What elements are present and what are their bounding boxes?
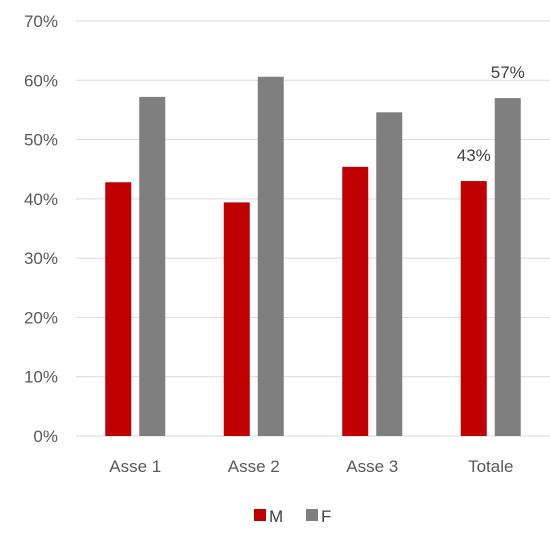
bars <box>105 76 521 437</box>
x-category-label: Asse 2 <box>228 457 280 476</box>
bar-f-asse-1 <box>139 96 166 436</box>
bar-m-asse-3 <box>342 166 369 437</box>
y-tick-label: 0% <box>33 427 58 446</box>
bar-f-asse-2 <box>257 76 284 436</box>
bar-f-totale <box>494 98 521 437</box>
y-tick-label: 50% <box>24 131 58 150</box>
y-tick-label: 60% <box>24 71 58 90</box>
bar-m-asse-1 <box>105 182 132 436</box>
y-axis-tick-labels: 0% 10% 20% 30% 40% 50% 60% 70% <box>24 12 58 446</box>
x-axis-category-labels: Asse 1 Asse 2 Asse 3 Totale <box>109 457 513 476</box>
y-tick-label: 40% <box>24 190 58 209</box>
bar-m-asse-2 <box>223 202 250 436</box>
legend-label-f: F <box>321 507 331 526</box>
legend-swatch-f <box>306 509 318 521</box>
data-label: 43% <box>457 146 491 165</box>
x-category-label: Asse 3 <box>346 457 398 476</box>
y-tick-label: 10% <box>24 368 58 387</box>
bar-f-asse-3 <box>376 112 403 437</box>
data-labels: 43% 57% <box>457 63 525 165</box>
data-label: 57% <box>491 63 525 82</box>
legend-swatch-m <box>254 509 266 521</box>
y-tick-label: 30% <box>24 249 58 268</box>
y-tick-label: 20% <box>24 308 58 327</box>
bar-m-totale <box>460 181 487 436</box>
x-category-label: Asse 1 <box>109 457 161 476</box>
x-category-label: Totale <box>468 457 513 476</box>
y-tick-label: 70% <box>24 12 58 31</box>
legend-label-m: M <box>269 507 283 526</box>
